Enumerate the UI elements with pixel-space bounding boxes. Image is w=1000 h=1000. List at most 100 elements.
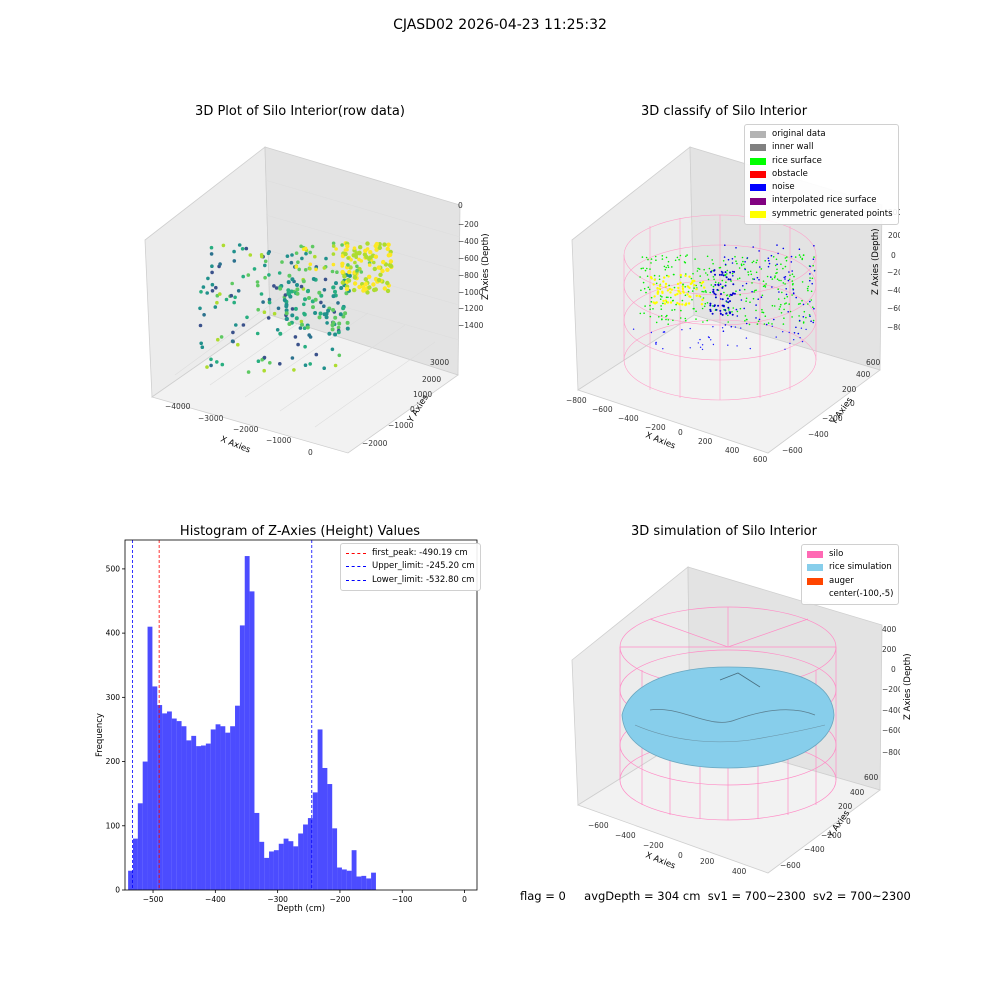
noise-point xyxy=(715,308,718,311)
rice-surface-point xyxy=(685,255,687,258)
raw-data-point xyxy=(326,308,331,313)
symmetric-point xyxy=(681,303,684,306)
histogram-bar xyxy=(273,850,279,890)
raw-data-point xyxy=(275,328,280,332)
x-tick-label: −100 xyxy=(392,895,413,904)
raw-data-point xyxy=(322,312,327,317)
noise-point xyxy=(788,271,790,273)
legend-label: rice simulation xyxy=(829,562,892,573)
noise-point xyxy=(724,309,727,311)
legend-swatch xyxy=(750,184,766,192)
noise-point xyxy=(756,276,759,279)
rice-surface-point xyxy=(761,308,763,311)
noise-point xyxy=(733,292,736,295)
raw-data-point xyxy=(299,284,304,289)
rice-surface-point xyxy=(742,260,744,263)
noise-point xyxy=(813,270,816,272)
rice-surface-point xyxy=(743,288,746,291)
rice-surface-point xyxy=(754,289,756,292)
noise-point xyxy=(712,326,714,328)
raw-data-point xyxy=(298,326,303,330)
raw-data-point xyxy=(388,263,394,269)
histogram-bar xyxy=(128,870,133,890)
raw-data-point xyxy=(262,368,266,373)
rice-surface-point xyxy=(705,272,707,274)
noise-point xyxy=(733,270,736,273)
rice-surface-point xyxy=(695,284,697,287)
rice-surface-point xyxy=(645,291,647,294)
y-tick-label: 0 xyxy=(115,886,120,895)
raw-data-point xyxy=(272,311,277,316)
raw-data-point xyxy=(374,247,379,252)
rice-surface-point xyxy=(712,285,715,288)
noise-point xyxy=(689,347,691,349)
raw-data-point xyxy=(313,311,318,315)
rice-surface-point xyxy=(665,315,667,318)
x-tick-label: −200 xyxy=(330,895,351,904)
noise-point xyxy=(788,331,790,334)
raw-data-point xyxy=(335,270,339,274)
raw-data-point xyxy=(296,342,300,347)
rice-surface-point xyxy=(801,281,804,283)
raw-data-point xyxy=(382,242,387,247)
rice-surface-point xyxy=(728,309,730,311)
noise-point xyxy=(758,318,761,321)
rice-surface-point xyxy=(648,288,651,291)
raw-data-point xyxy=(338,312,343,317)
rice-surface-point xyxy=(809,277,811,279)
raw-data-point xyxy=(373,254,379,259)
raw-data-point xyxy=(241,323,246,327)
symmetric-point xyxy=(695,288,698,291)
raw-data-point xyxy=(304,251,308,256)
rice-surface-point xyxy=(782,323,785,325)
rice-surface-point xyxy=(725,281,727,283)
rice-surface-point xyxy=(703,268,705,271)
raw-data-point xyxy=(294,316,299,321)
noise-point xyxy=(735,247,737,249)
raw-data-point xyxy=(340,243,344,247)
rice-surface-point xyxy=(783,317,785,319)
noise-point xyxy=(724,271,727,274)
histogram-bar xyxy=(312,792,318,890)
raw-data-point xyxy=(230,339,235,343)
noise-point xyxy=(752,246,754,248)
raw-data-point xyxy=(303,268,308,272)
rice-surface-point xyxy=(755,289,757,291)
raw-data-point xyxy=(213,305,218,309)
raw-data-point xyxy=(317,290,322,295)
raw-data-point xyxy=(357,251,362,256)
rice-surface-point xyxy=(684,317,687,320)
rice-surface-point xyxy=(734,255,736,258)
histogram-bar xyxy=(346,870,352,890)
raw-data-point xyxy=(274,286,279,290)
rice-surface-point xyxy=(752,297,755,300)
symmetric-point xyxy=(688,275,691,278)
legend-label: first_peak: -490.19 cm xyxy=(372,548,468,558)
noise-point xyxy=(792,288,795,291)
raw-data-point xyxy=(323,277,328,282)
rice-surface-point xyxy=(706,319,708,322)
raw-data-point xyxy=(236,342,240,347)
noise-point xyxy=(809,273,811,275)
raw-data-point xyxy=(331,244,336,248)
legend-item: Upper_limit: -245.20 cm xyxy=(346,560,475,573)
noise-point xyxy=(725,312,728,315)
symmetric-point xyxy=(676,301,679,305)
rice-surface-point xyxy=(650,301,653,303)
raw-data-point xyxy=(198,306,202,311)
noise-point xyxy=(650,331,653,334)
rice-surface-point xyxy=(690,277,693,280)
sim-xtick: −200 xyxy=(643,841,664,850)
rice-surface-point xyxy=(756,323,759,325)
raw-data-point xyxy=(367,285,372,290)
raw-data-point xyxy=(288,294,293,299)
noise-point xyxy=(727,301,730,304)
raw-data-point xyxy=(276,306,281,311)
rice-surface-point xyxy=(773,276,776,279)
rice-surface-point xyxy=(785,259,788,262)
rice-surface-point xyxy=(736,310,739,313)
rice-surface-point xyxy=(798,315,800,317)
rice-surface-point xyxy=(694,258,696,260)
noise-point xyxy=(749,347,751,350)
histogram-ylabel: Frequency xyxy=(95,713,105,757)
